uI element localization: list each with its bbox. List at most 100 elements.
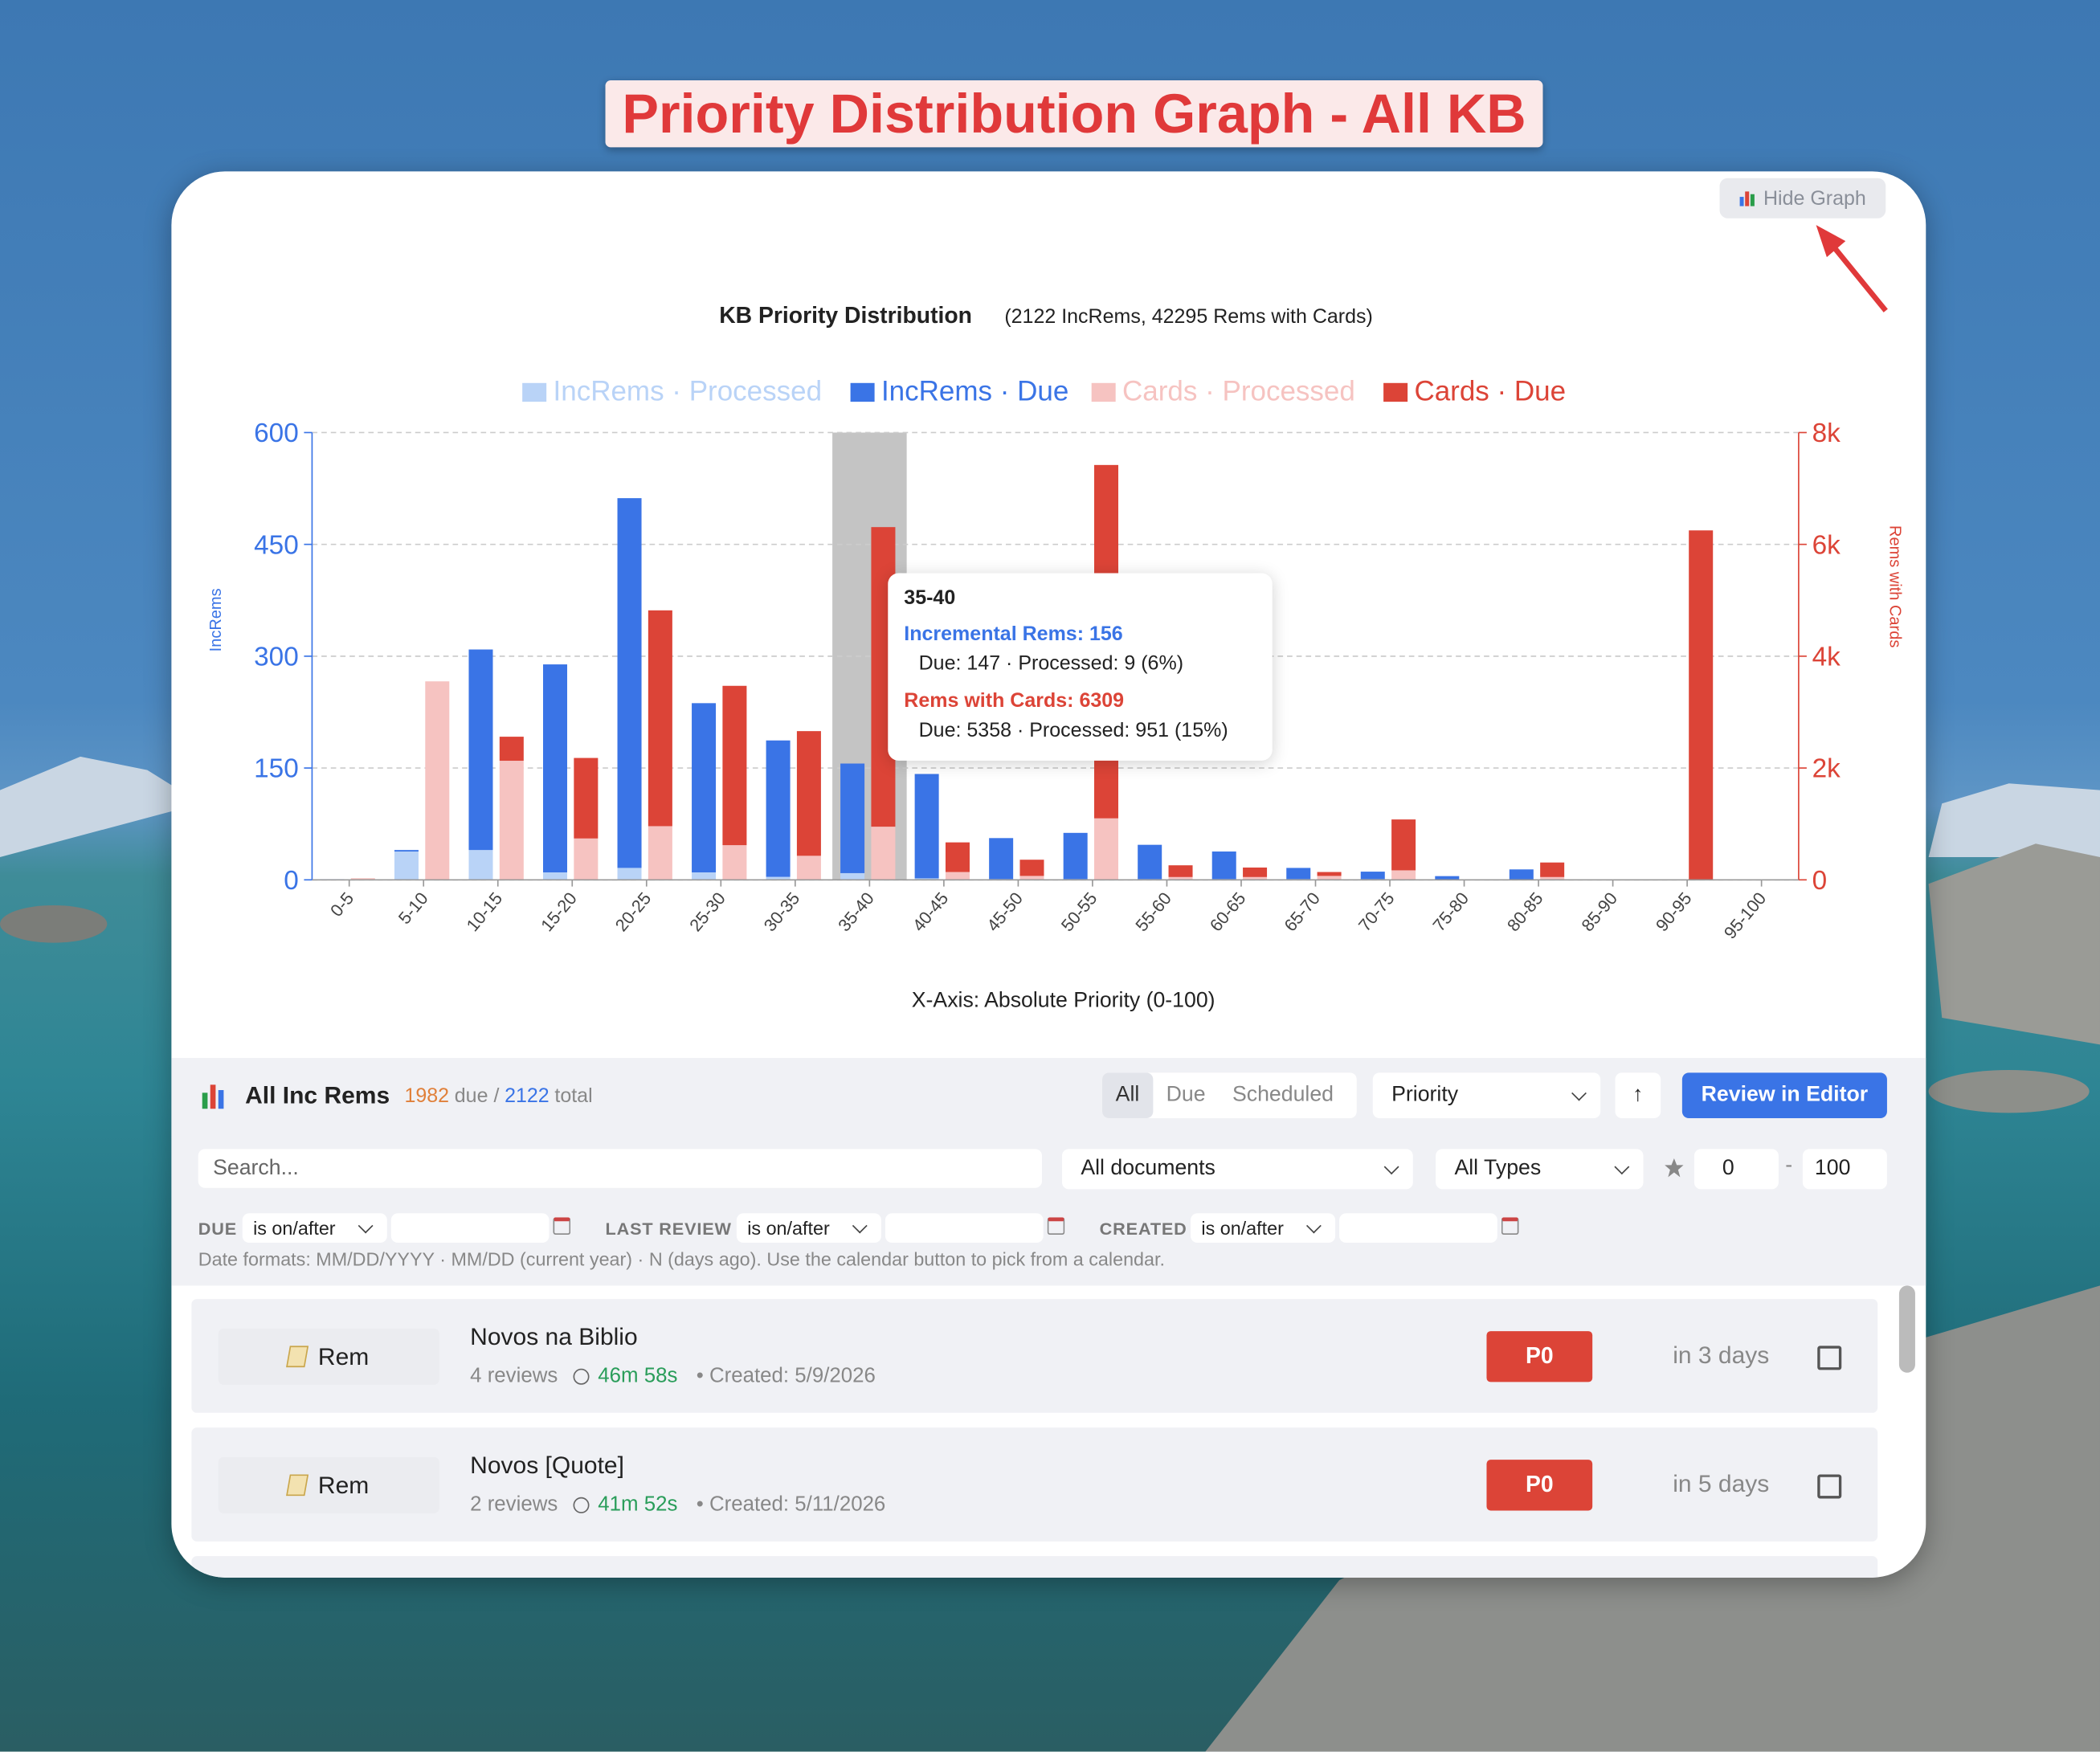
label: Hide Graph [1763,186,1866,210]
bar [722,845,747,880]
legend-label: Cards · Due [1414,375,1566,406]
filter-label: LAST REVIEW [605,1219,732,1239]
list-row[interactable]: Rem Novos [Quote] 2 reviews 41m 52s • Create… [191,1427,1878,1542]
documents-select[interactable]: All documents [1062,1149,1413,1190]
bar [1360,872,1385,880]
icon [1738,191,1755,206]
timer-icon [574,1497,590,1513]
x-tick-label: 25-30 [685,888,729,936]
list-row[interactable]: Rem Novos na Biblio 4 reviews 46m 58s • Crea… [191,1299,1878,1413]
y2-tick-label: 6k [1812,530,1841,560]
priority-badge: P0 [1486,1331,1593,1382]
bar [468,850,493,880]
date-input[interactable] [885,1213,1044,1244]
bar [1019,876,1044,880]
priority-max[interactable]: 100 [1802,1149,1887,1190]
filter-op[interactable]: is on/after [1191,1213,1336,1244]
filter-label: CREATED [1099,1219,1187,1239]
text: total [554,1084,593,1108]
chart-title: KB Priority Distribution [719,303,972,329]
y-tick-label: 150 [254,754,299,784]
bar [840,872,865,880]
bar [648,610,672,827]
date-input[interactable] [1339,1213,1497,1244]
y2-tick-label: 2k [1812,754,1841,784]
label: Priority [1391,1083,1459,1107]
tab[interactable]: Due [1166,1083,1206,1107]
bar [1689,530,1714,880]
x-tick-label: 50-55 [1057,888,1101,936]
calendar-icon[interactable] [1047,1217,1065,1235]
bar [617,498,642,868]
sort-direction[interactable]: ↑ [1615,1072,1661,1119]
bar [796,731,821,856]
bar [722,685,747,846]
sort-select[interactable]: Priority [1372,1072,1601,1119]
priority-min[interactable]: 0 [1693,1149,1779,1190]
bar [1391,870,1416,880]
time: 41m 52s [598,1493,678,1517]
reviews: 2 reviews [470,1493,558,1517]
star [1665,1158,1684,1178]
review-button[interactable]: Review in Editor [1681,1072,1887,1119]
date-input[interactable] [390,1213,550,1244]
label: All documents [1081,1157,1215,1180]
hide-graph-button[interactable]: Hide Graph [1719,178,1886,218]
tab[interactable]: Scheduled [1232,1083,1334,1107]
bar [468,649,493,851]
filter-label: DUE [198,1219,237,1239]
chart-subtitle: (2122 IncRems, 42295 Rems with Cards) [1004,305,1373,328]
panel: KB Priority Distribution (2122 IncRems, … [171,171,1926,1578]
bar [499,737,524,762]
x-tick-label: 45-50 [983,888,1027,936]
bar [1540,876,1565,880]
type-tag: Rem [218,1328,439,1385]
x-tick-label: 10-15 [462,888,506,936]
legend-swatch [1091,382,1116,402]
type-tag: Rem [218,1456,439,1513]
y-tick-label: 450 [254,530,299,560]
bar [1391,819,1416,871]
bar [574,838,599,880]
bar [1243,876,1268,880]
arrow [1824,236,1888,312]
banner-title: Priority Distribution Graph - All KB [605,80,1543,148]
icon [286,1346,309,1368]
tab[interactable]: All [1102,1072,1153,1119]
bar [394,851,419,880]
text: due / [454,1084,500,1108]
reviews: 4 reviews [470,1364,558,1388]
types-select[interactable]: All Types [1436,1149,1644,1190]
open-icon[interactable] [1817,1474,1842,1499]
x-tick-label: 80-85 [1503,888,1547,936]
bar [914,878,939,880]
tabs: All Due Scheduled [1102,1072,1357,1119]
y-tick-label: 600 [254,419,299,448]
calendar-icon[interactable] [1501,1217,1519,1235]
search-input[interactable]: Search... [198,1149,1042,1188]
list-title: All Inc Rems [245,1082,390,1109]
bar [425,681,450,880]
calendar-icon[interactable] [553,1217,571,1235]
tooltip-line: Due: 5358 · Processed: 951 (15%) [918,719,1228,742]
bar [766,876,791,880]
bar [1317,872,1342,876]
counts: 1982 due /2122 total [404,1084,592,1107]
x-tick-label: 35-40 [834,888,878,936]
y2-tick-label: 8k [1812,419,1841,448]
type-label: Rem [317,1471,370,1498]
filter-op[interactable]: is on/after [242,1213,387,1244]
x-axis-title: X-Axis: Absolute Priority (0-100) [912,988,1215,1012]
bar [796,856,821,880]
filter-op[interactable]: is on/after [736,1213,881,1244]
time: 46m 58s [598,1364,678,1388]
x-tick-label: 0-5 [326,888,357,921]
bar [945,842,970,872]
bar [617,868,642,880]
label: All Types [1454,1157,1542,1180]
label: is on/after [1201,1217,1284,1239]
x-tick-label: 5-10 [394,888,432,928]
due-text: in 5 days [1673,1470,1770,1497]
open-icon[interactable] [1817,1346,1842,1370]
